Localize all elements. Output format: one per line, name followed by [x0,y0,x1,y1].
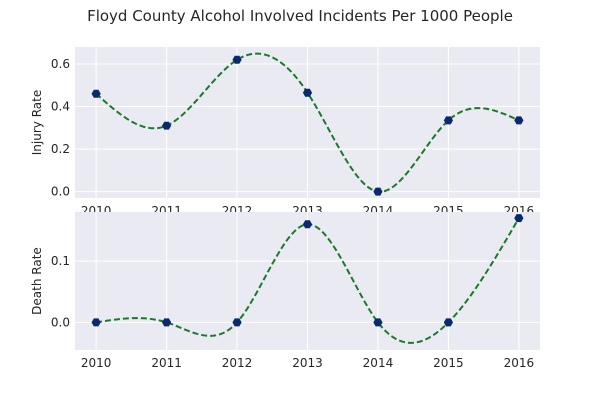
death-y-axis-label: Death Rate [30,247,44,315]
death-data-point [91,318,101,327]
death-y-ticks: 0.0 0.1 [51,254,70,329]
death-x-tick-label: 2015 [433,356,464,370]
death-data-point [232,318,242,327]
injury-data-point [443,116,454,125]
death-x-tick-label: 2012 [222,356,253,370]
injury-data-point [232,55,242,64]
injury-y-axis-label: Injury Rate [30,90,44,155]
injury-data-point [302,88,313,97]
death-data-point [373,318,383,327]
death-x-tick-label: 2013 [292,356,323,370]
death-data-point [161,318,172,327]
death-x-tick-label: 2016 [504,356,535,370]
injury-y-tick-label: 0.4 [51,100,70,114]
injury-y-tick-label: 0.0 [51,185,70,199]
death-data-point [514,214,524,223]
death-y-tick-label: 0.0 [51,315,70,329]
injury-gridlines [75,47,540,198]
injury-rate-points [91,55,524,196]
death-data-point [443,318,454,327]
death-gridlines [75,212,540,350]
injury-data-point [373,187,383,196]
injury-rate-panel: 2010 2011 2012 2013 2014 2015 2016 0.00.20.40.… [30,47,540,218]
injury-y-ticks: 0.0 0.2 0.4 0.6 [51,57,70,199]
death-x-tick-label: 2010 [81,356,112,370]
injury-data-point [91,89,101,98]
injury-data-point [161,121,172,130]
death-x-tick-label: 2014 [363,356,394,370]
death-x-tick-label: 2011 [151,356,182,370]
injury-y-tick-label: 0.6 [51,57,70,71]
death-data-point [302,220,313,229]
chart-title: Floyd County Alcohol Involved Incidents … [87,7,513,25]
injury-data-point [514,116,524,125]
death-y-tick-label: 0.1 [51,254,70,268]
injury-y-tick-label: 0.2 [51,142,70,156]
death-x-ticks: 2010 2011 2012 2013 2014 2015 2016 [81,356,534,370]
death-rate-panel: 2010 2011 2012 2013 2014 2015 2016 0.0 0.1 Deat… [30,212,540,370]
death-rate-points [91,214,524,327]
